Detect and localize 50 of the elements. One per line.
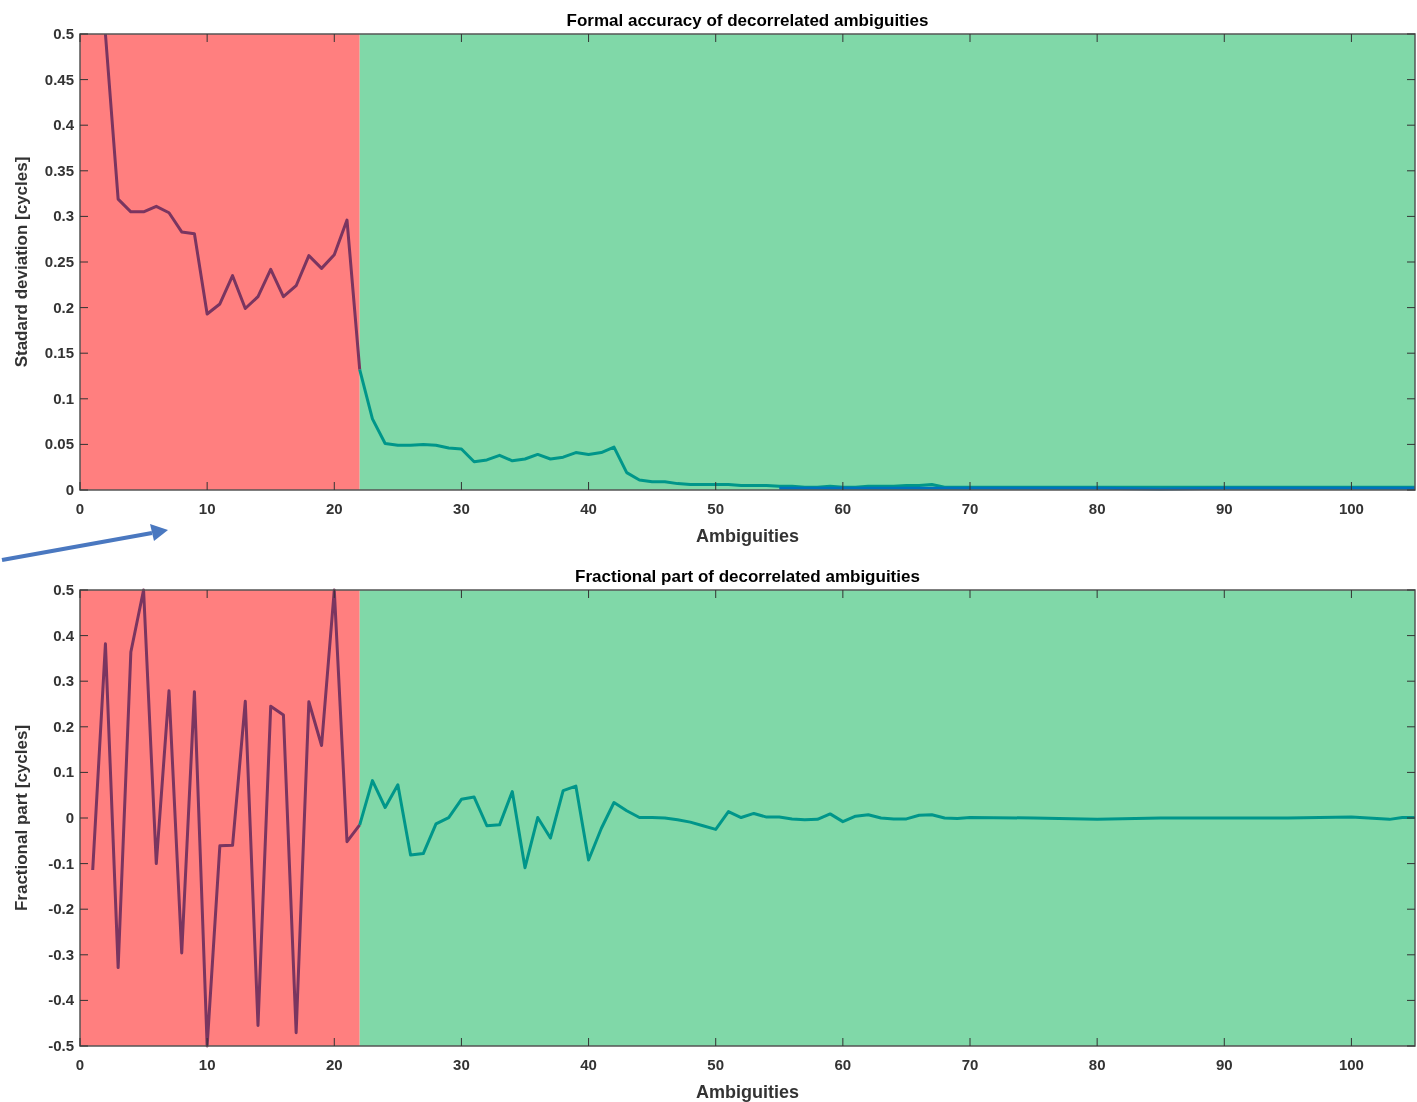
chart-title: Fractional part of decorrelated ambiguities — [575, 567, 920, 586]
x-tick-label: 50 — [707, 500, 725, 517]
y-tick-label: 0.5 — [53, 581, 74, 598]
x-tick-label: 100 — [1338, 1056, 1364, 1073]
x-tick-label: 80 — [1088, 1056, 1106, 1073]
y-tick-label: -0.5 — [48, 1037, 74, 1054]
y-tick-label: -0.1 — [48, 854, 74, 872]
x-tick-label: 90 — [1215, 1056, 1233, 1073]
y-tick-label: 0.3 — [53, 207, 74, 225]
x-tick-label: 40 — [580, 500, 597, 517]
x-axis-title: Ambiguities — [695, 526, 800, 546]
y-tick-label: 0.4 — [53, 626, 75, 644]
y-tick-label: 0.2 — [53, 717, 74, 735]
x-tick-label: 20 — [325, 1056, 343, 1073]
y-tick-label: 0.25 — [44, 253, 74, 270]
x-tick-label: 70 — [961, 500, 979, 517]
x-tick-label: 50 — [707, 1056, 725, 1073]
x-axis-title: Ambiguities — [695, 1082, 800, 1102]
x-tick-label: 90 — [1215, 500, 1233, 517]
x-tick-label: 70 — [961, 1056, 979, 1073]
x-tick-label: 30 — [453, 500, 470, 517]
x-tick-label: 60 — [834, 500, 852, 517]
y-tick-label: 0.3 — [53, 672, 74, 690]
y-axis-title: Stadard deviation [cycles] — [12, 156, 31, 368]
y-tick-label: 0.1 — [53, 389, 74, 407]
y-tick-label: 0.15 — [44, 344, 74, 362]
y-tick-label: 0.5 — [53, 25, 74, 42]
y-tick-label: 0 — [65, 809, 74, 826]
line-series — [103, 32, 362, 372]
x-tick-label: 20 — [325, 500, 343, 517]
x-tick-label: 80 — [1088, 500, 1106, 517]
y-tick-label: 0.05 — [44, 435, 74, 453]
y-tick-label: 0.2 — [53, 298, 74, 316]
y-tick-label: 0.4 — [53, 116, 75, 134]
y-tick-label: 0.45 — [44, 70, 74, 88]
y-tick-label: -0.3 — [48, 945, 74, 963]
line-series — [358, 779, 1417, 870]
x-tick-label: 100 — [1338, 500, 1364, 517]
x-tick-label: 10 — [198, 500, 216, 517]
y-tick-label: 0 — [65, 481, 74, 498]
y-axis-title: Fractional part [cycles] — [12, 724, 31, 912]
y-tick-label: -0.4 — [48, 991, 75, 1009]
y-tick-label: -0.2 — [48, 900, 74, 918]
x-tick-label: 10 — [198, 1056, 216, 1073]
x-tick-label: 40 — [580, 1056, 597, 1073]
chart-title: Formal accuracy of decorrelated ambiguities — [566, 11, 929, 30]
x-tick-label: 30 — [453, 1056, 470, 1073]
y-tick-label: 0.35 — [44, 161, 74, 179]
y-tick-label: 0.1 — [53, 763, 74, 781]
x-tick-label: 60 — [834, 1056, 852, 1073]
